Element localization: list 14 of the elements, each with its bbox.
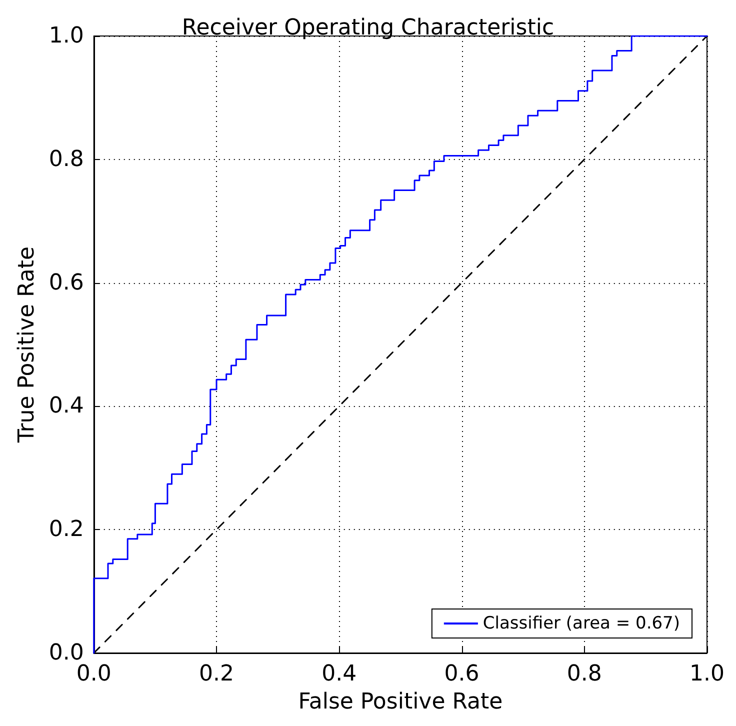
x-tick-label: 1.0 <box>690 662 724 686</box>
y-tick-label: 0.6 <box>48 270 84 296</box>
x-tick-label: 0.2 <box>199 662 234 686</box>
y-tick-label: 0.8 <box>48 146 84 172</box>
y-tick-label: 0.2 <box>48 517 84 542</box>
x-tick-label: 0.4 <box>322 662 357 686</box>
y-tick-label: 0.4 <box>48 394 84 419</box>
chart-title: Receiver Operating Characteristic <box>182 16 554 40</box>
y-tick-label: 1.0 <box>48 24 84 48</box>
x-tick-label: 0.8 <box>566 662 602 686</box>
x-axis-title: False Positive Rate <box>298 690 503 714</box>
y-axis-title: True Positive Rate <box>14 246 40 444</box>
legend-label: Classifier (area = 0.67) <box>482 614 680 634</box>
x-tick-label: 0.6 <box>444 662 480 686</box>
